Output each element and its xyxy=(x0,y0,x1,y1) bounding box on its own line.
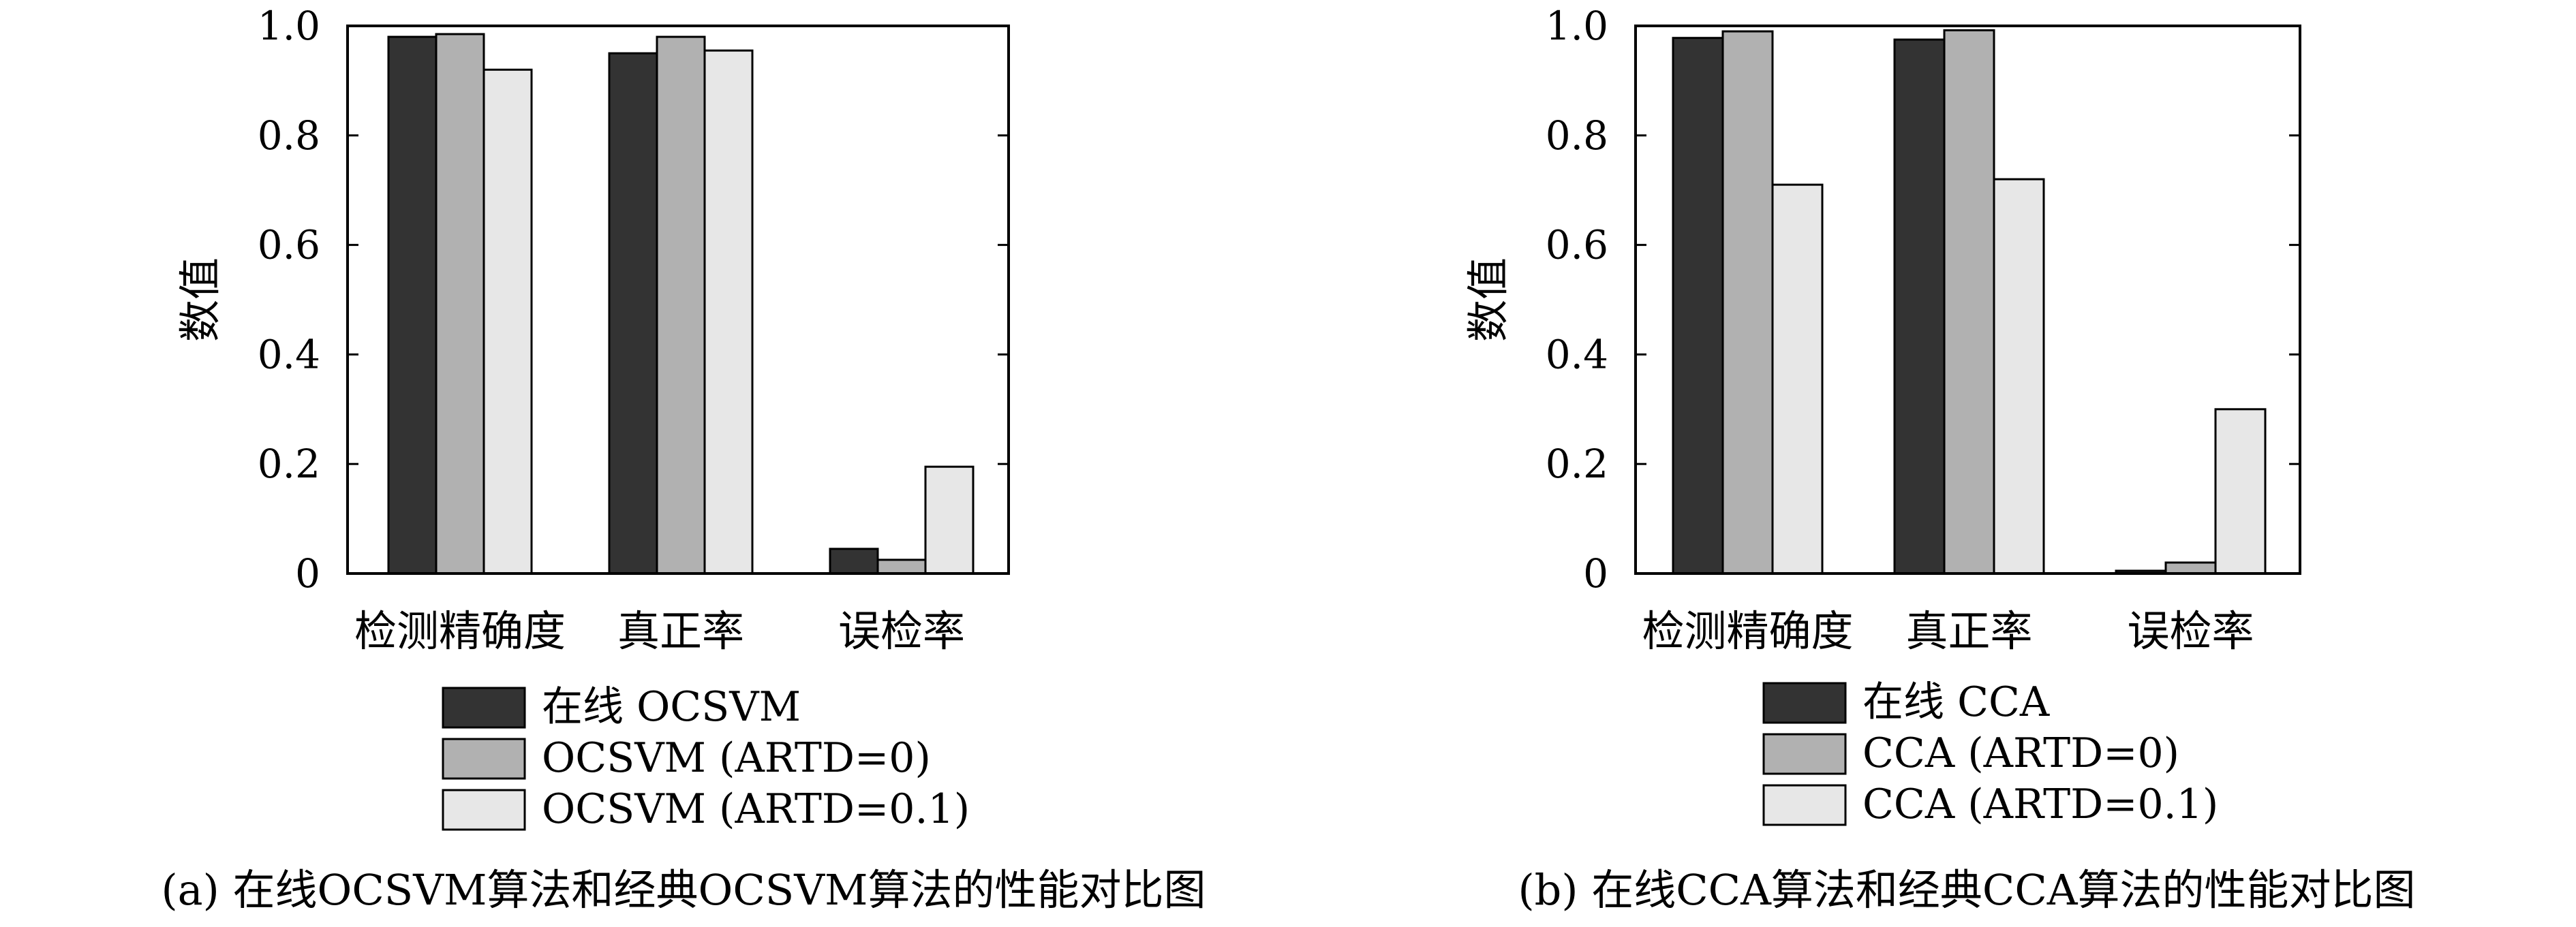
x-axis-categories: 检测精确度 真正率 误检率 xyxy=(1642,606,2254,656)
y-tick-label: 0 xyxy=(1583,550,1608,597)
bar-2-series-1 xyxy=(1893,38,1946,575)
y-axis-ticks: 0 0.2 0.4 0.6 0.8 1.0 xyxy=(1546,3,2300,597)
y-tick-label: 0 xyxy=(295,550,320,597)
legend-swatch-3 xyxy=(442,789,526,831)
chart-panel-b: 00.20.40.60.81.0 检测精确度 真正率 误检率 数值 在线 CCACC… xyxy=(1463,3,2416,915)
bar-3-series-1 xyxy=(829,548,879,575)
chart-panel-a: 0 0.2 0.4 0.6 0.8 1.0 检测精确度 真正率 误检率 数值 在线 OCSVM… xyxy=(161,3,1206,915)
bar-1-series-1 xyxy=(387,35,438,575)
legend-swatch-3 xyxy=(1762,784,1847,826)
x-category-label: 误检率 xyxy=(2127,606,2254,656)
bar-2-series-1 xyxy=(608,52,658,575)
bar-2-series-3 xyxy=(703,49,754,575)
legend-swatch-2 xyxy=(442,738,526,780)
bar-2-series-3 xyxy=(1993,178,2045,575)
legend-label-1: 在线 CCA xyxy=(1862,678,2050,726)
legend-label-2: CCA (ARTD=0) xyxy=(1862,729,2179,777)
bar-1-series-3 xyxy=(482,68,533,575)
bar-3-series-2 xyxy=(2164,561,2217,575)
y-tick-label: 0.8 xyxy=(1546,112,1608,159)
chart-caption-b: (b) 在线CCA算法和经典CCA算法的性能对比图 xyxy=(1518,865,2415,915)
y-axis-label: 数值 xyxy=(1463,257,1513,342)
y-tick-label: 0.2 xyxy=(258,441,320,487)
y-axis-ticks: 0 0.2 0.4 0.6 0.8 1.0 xyxy=(258,3,1009,597)
legend-label-1: 在线 OCSVM xyxy=(542,683,801,731)
bar-2-series-2 xyxy=(1943,29,1995,575)
bar-1-series-2 xyxy=(1721,30,1774,575)
y-tick-label: 0.6 xyxy=(258,222,320,268)
y-axis-label: 数值 xyxy=(175,257,225,342)
plot-frame xyxy=(346,25,1010,575)
x-category-label: 误检率 xyxy=(838,606,965,656)
bar-2-series-2 xyxy=(656,35,706,575)
y-tick-label: 0.4 xyxy=(258,331,320,377)
chart-caption-a: (a) 在线OCSVM算法和经典OCSVM算法的性能对比图 xyxy=(161,865,1206,915)
legend-label-3: CCA (ARTD=0.1) xyxy=(1862,781,2218,828)
bar-3-series-3 xyxy=(924,465,975,575)
y-tick-label: 0.4 xyxy=(1546,331,1608,377)
plot-frame xyxy=(1634,25,2301,575)
legend-label-2: OCSVM (ARTD=0) xyxy=(542,734,931,782)
x-category-label: 检测精确度 xyxy=(1642,606,1853,656)
x-axis-categories: 检测精确度 真正率 误检率 xyxy=(354,606,965,656)
legend-swatch-2 xyxy=(1762,733,1847,775)
legend-swatch-1 xyxy=(442,687,526,729)
y-tick-label: 1.0 xyxy=(1546,3,1608,49)
x-category-label: 真正率 xyxy=(617,606,744,656)
x-category-label: 检测精确度 xyxy=(354,606,566,656)
y-tick-label: 1.0 xyxy=(258,3,320,49)
y-tick-label: 0.8 xyxy=(258,112,320,159)
y-tick-label: 0.6 xyxy=(1546,222,1608,268)
y-tick-label: 0.2 xyxy=(1546,441,1608,487)
bar-1-series-1 xyxy=(1672,37,1724,575)
legend-label-3: OCSVM (ARTD=0.1) xyxy=(542,785,970,833)
bars-group xyxy=(387,33,975,575)
bar-3-series-2 xyxy=(876,559,927,575)
legend-swatch-1 xyxy=(1762,682,1847,724)
bar-3-series-3 xyxy=(2214,408,2267,575)
x-category-label: 真正率 xyxy=(1905,606,2032,656)
bars-group xyxy=(1672,29,2267,575)
bar-1-series-2 xyxy=(435,33,485,575)
bar-1-series-3 xyxy=(1771,183,1824,575)
